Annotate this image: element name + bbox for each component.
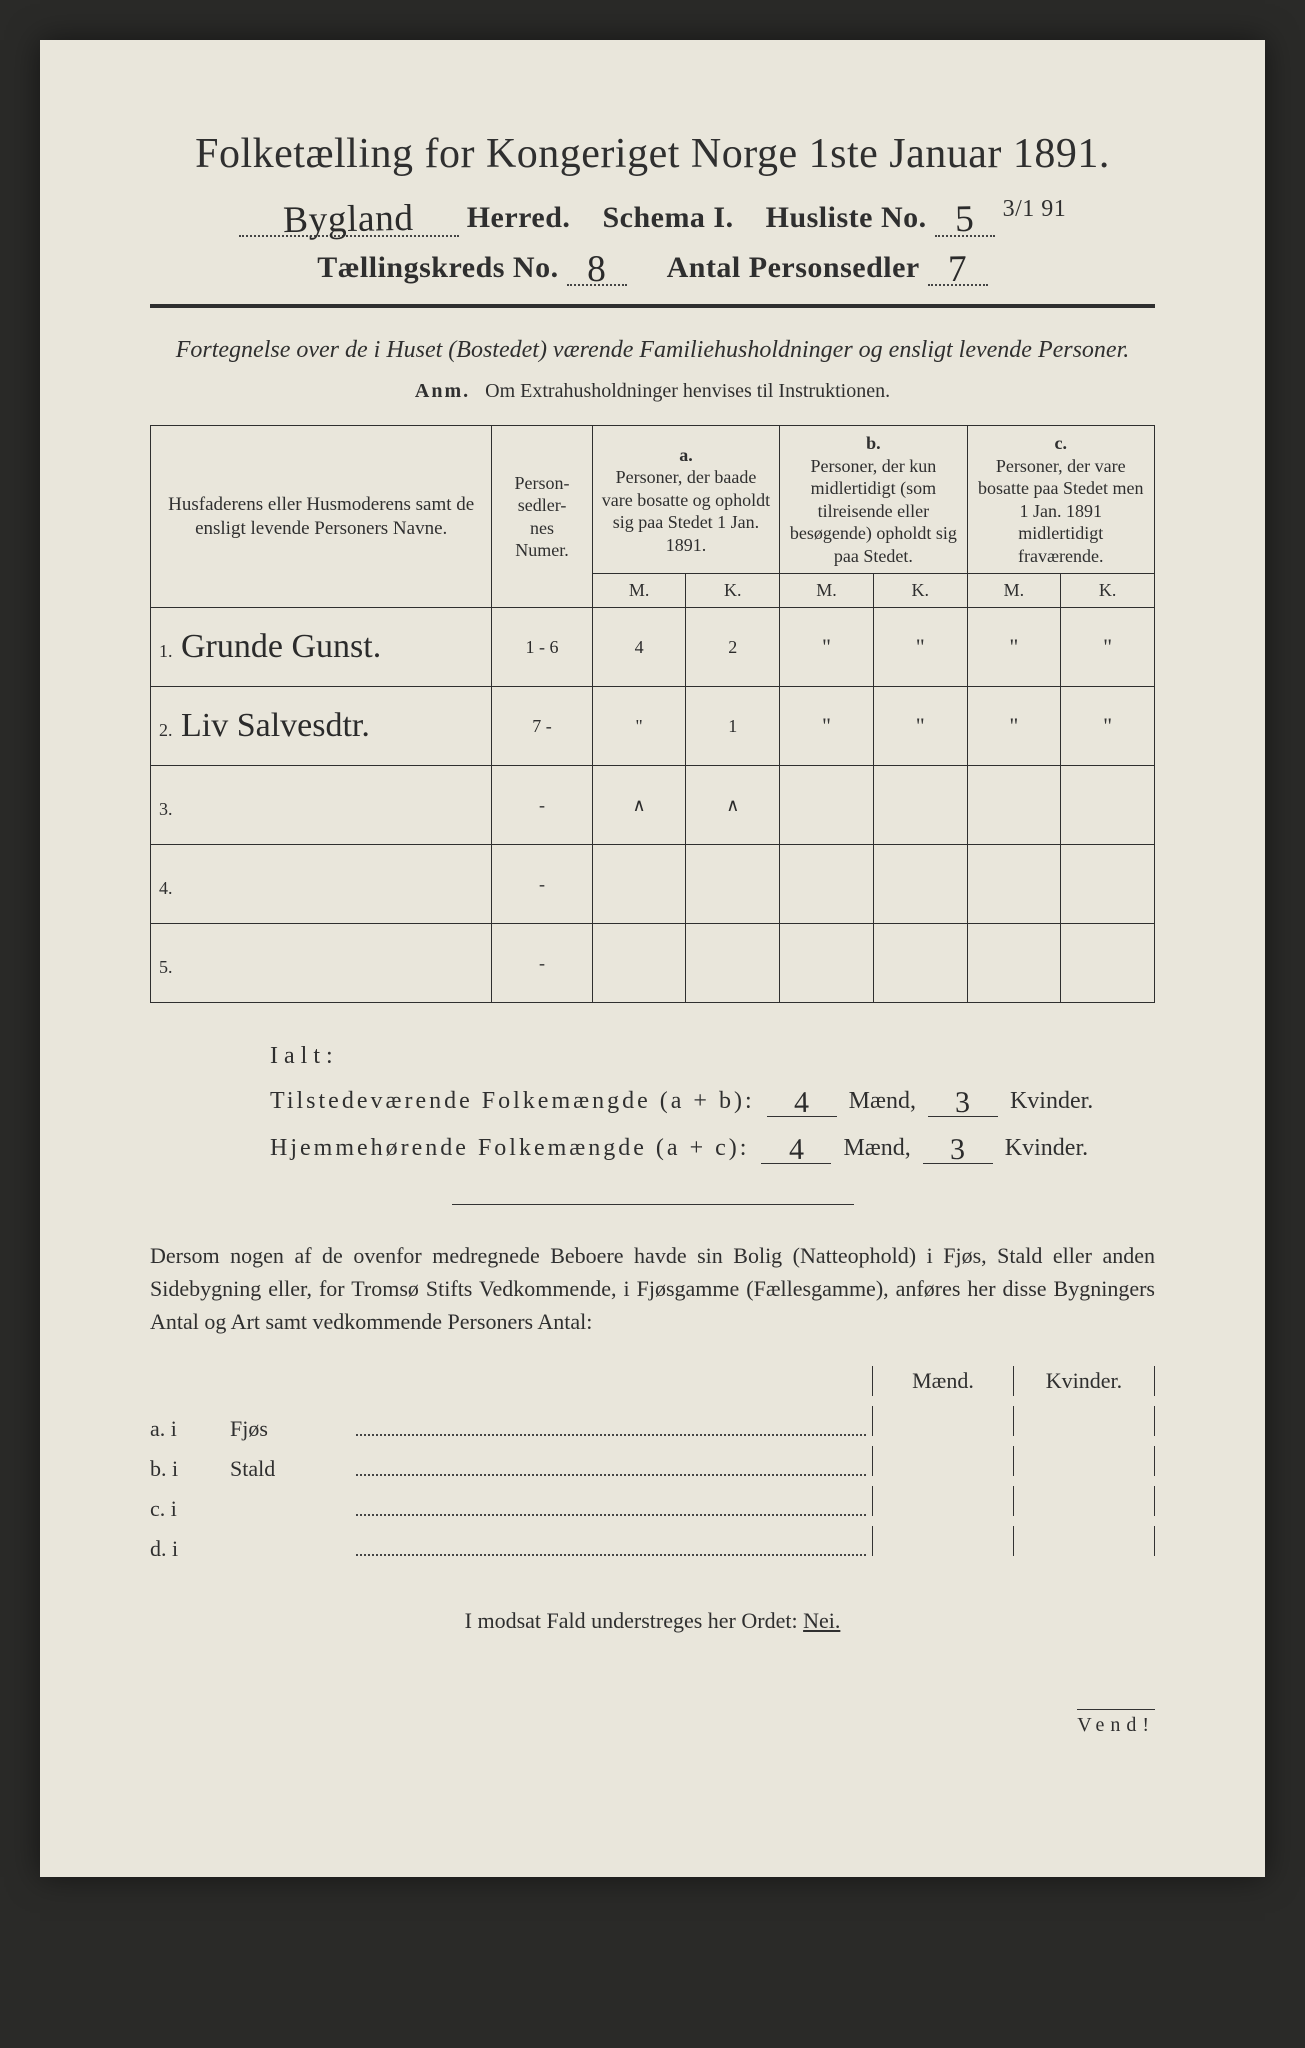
schema-label: Schema I.	[602, 201, 733, 234]
resident-men: 4	[783, 1133, 811, 1167]
cell-bK	[873, 924, 967, 1003]
ialt-label: Ialt:	[270, 1043, 1155, 1070]
col-group-b: b. Personer, der kun midlertidigt (som t…	[780, 426, 967, 574]
present-men: 4	[788, 1086, 816, 1120]
row-name-cell: 5.	[151, 924, 492, 1003]
mk-header-men: Mænd.	[872, 1366, 1013, 1396]
cell-bK	[873, 766, 967, 845]
row-num-cell: -	[492, 924, 592, 1003]
totals-block: Ialt: Tilstedeværende Folkemængde (a + b…	[270, 1043, 1155, 1164]
husliste-fraction: 3/1 91	[1003, 196, 1067, 222]
col-c-k: K.	[1061, 574, 1155, 608]
table-row: 5.-	[151, 924, 1155, 1003]
cell-bM	[780, 924, 874, 1003]
row-name-cell: 4.	[151, 845, 492, 924]
herred-label: Herred.	[467, 201, 571, 234]
row-num-cell: -	[492, 766, 592, 845]
household-table: Husfaderens eller Husmoderens samt de en…	[150, 425, 1155, 1003]
cell-aK: 1	[686, 687, 780, 766]
table-row: 2.Liv Salvesdtr.7 -"1""""	[151, 687, 1155, 766]
cell-bM	[780, 766, 874, 845]
cell-cK	[1061, 924, 1155, 1003]
herred-value: Bygland	[277, 200, 420, 240]
cell-aM	[592, 845, 686, 924]
kreds-value: 8	[581, 250, 613, 288]
cell-aK	[686, 924, 780, 1003]
col-header-number: Person- sedler- nes Numer.	[492, 426, 592, 608]
table-row: 4.-	[151, 845, 1155, 924]
cell-aK: ∧	[686, 766, 780, 845]
cell-aM: "	[592, 687, 686, 766]
divider-thick	[150, 304, 1155, 308]
table-row: 3.-∧∧	[151, 766, 1155, 845]
husliste-value: 5	[949, 201, 981, 239]
subtitle: Fortegnelse over de i Huset (Bostedet) v…	[150, 334, 1155, 366]
header-line-3: Tællingskreds No. 8 Antal Personsedler 7	[150, 247, 1155, 287]
husliste-label: Husliste No.	[766, 201, 927, 234]
cell-cM	[967, 924, 1061, 1003]
col-b-m: M.	[780, 574, 874, 608]
row-num-cell: -	[492, 845, 592, 924]
col-c-m: M.	[967, 574, 1061, 608]
cell-cK	[1061, 766, 1155, 845]
cell-bK	[873, 845, 967, 924]
col-a-k: K.	[686, 574, 780, 608]
outbuilding-row: a. iFjøs	[150, 1406, 1155, 1442]
cell-aK	[686, 845, 780, 924]
personsedler-label: Antal Personsedler	[667, 251, 920, 284]
cell-aM	[592, 924, 686, 1003]
cell-cM: "	[967, 608, 1061, 687]
present-women: 3	[949, 1086, 977, 1120]
anm-line: Anm. Om Extrahusholdninger henvises til …	[150, 380, 1155, 403]
cell-bM: "	[780, 608, 874, 687]
row-name-cell: 1.Grunde Gunst.	[151, 608, 492, 687]
cell-cK: "	[1061, 608, 1155, 687]
anm-text: Om Extrahusholdninger henvises til Instr…	[485, 380, 890, 402]
cell-cK: "	[1061, 687, 1155, 766]
cell-aK: 2	[686, 608, 780, 687]
row-name-cell: 3.	[151, 766, 492, 845]
row-num-cell: 1 - 6	[492, 608, 592, 687]
header-line-2: Bygland Herred. Schema I. Husliste No. 5…	[150, 196, 1155, 237]
outbuilding-row: d. i	[150, 1526, 1155, 1562]
cell-bM: "	[780, 687, 874, 766]
cell-aM: ∧	[592, 766, 686, 845]
anm-label: Anm.	[415, 380, 470, 402]
census-form-page: Folketælling for Kongeriget Norge 1ste J…	[40, 40, 1265, 1877]
col-group-a: a. Personer, der baade vare bosatte og o…	[592, 426, 779, 574]
personsedler-value: 7	[942, 250, 974, 288]
col-b-k: K.	[873, 574, 967, 608]
totals-row-present: Tilstedeværende Folkemængde (a + b): 4 M…	[270, 1082, 1155, 1117]
page-title: Folketælling for Kongeriget Norge 1ste J…	[150, 130, 1155, 178]
cell-cM	[967, 845, 1061, 924]
mk-header-women: Kvinder.	[1013, 1366, 1155, 1396]
outbuilding-paragraph: Dersom nogen af de ovenfor medregnede Be…	[150, 1239, 1155, 1338]
cell-cK	[1061, 845, 1155, 924]
nei-word: Nei.	[803, 1608, 840, 1633]
cell-bK: "	[873, 687, 967, 766]
totals-row-resident: Hjemmehørende Folkemængde (a + c): 4 Mæn…	[270, 1129, 1155, 1164]
cell-bK: "	[873, 608, 967, 687]
nei-line: I modsat Fald understreges her Ordet: Ne…	[150, 1608, 1155, 1634]
row-name-cell: 2.Liv Salvesdtr.	[151, 687, 492, 766]
outbuilding-mk-header: Mænd. Kvinder.	[150, 1366, 1155, 1396]
col-group-c: c. Personer, der vare bosatte paa Stedet…	[967, 426, 1154, 574]
cell-bM	[780, 845, 874, 924]
outbuilding-row: c. i	[150, 1486, 1155, 1522]
table-row: 1.Grunde Gunst.1 - 642""""	[151, 608, 1155, 687]
col-header-name: Husfaderens eller Husmoderens samt de en…	[151, 426, 492, 608]
kreds-label: Tællingskreds No.	[317, 251, 558, 284]
resident-women: 3	[944, 1133, 972, 1167]
outbuilding-row: b. iStald	[150, 1446, 1155, 1482]
col-a-m: M.	[592, 574, 686, 608]
cell-cM: "	[967, 687, 1061, 766]
divider-mid	[452, 1204, 854, 1205]
vend-footer: Vend!	[150, 1714, 1155, 1737]
cell-aM: 4	[592, 608, 686, 687]
cell-cM	[967, 766, 1061, 845]
row-num-cell: 7 -	[492, 687, 592, 766]
